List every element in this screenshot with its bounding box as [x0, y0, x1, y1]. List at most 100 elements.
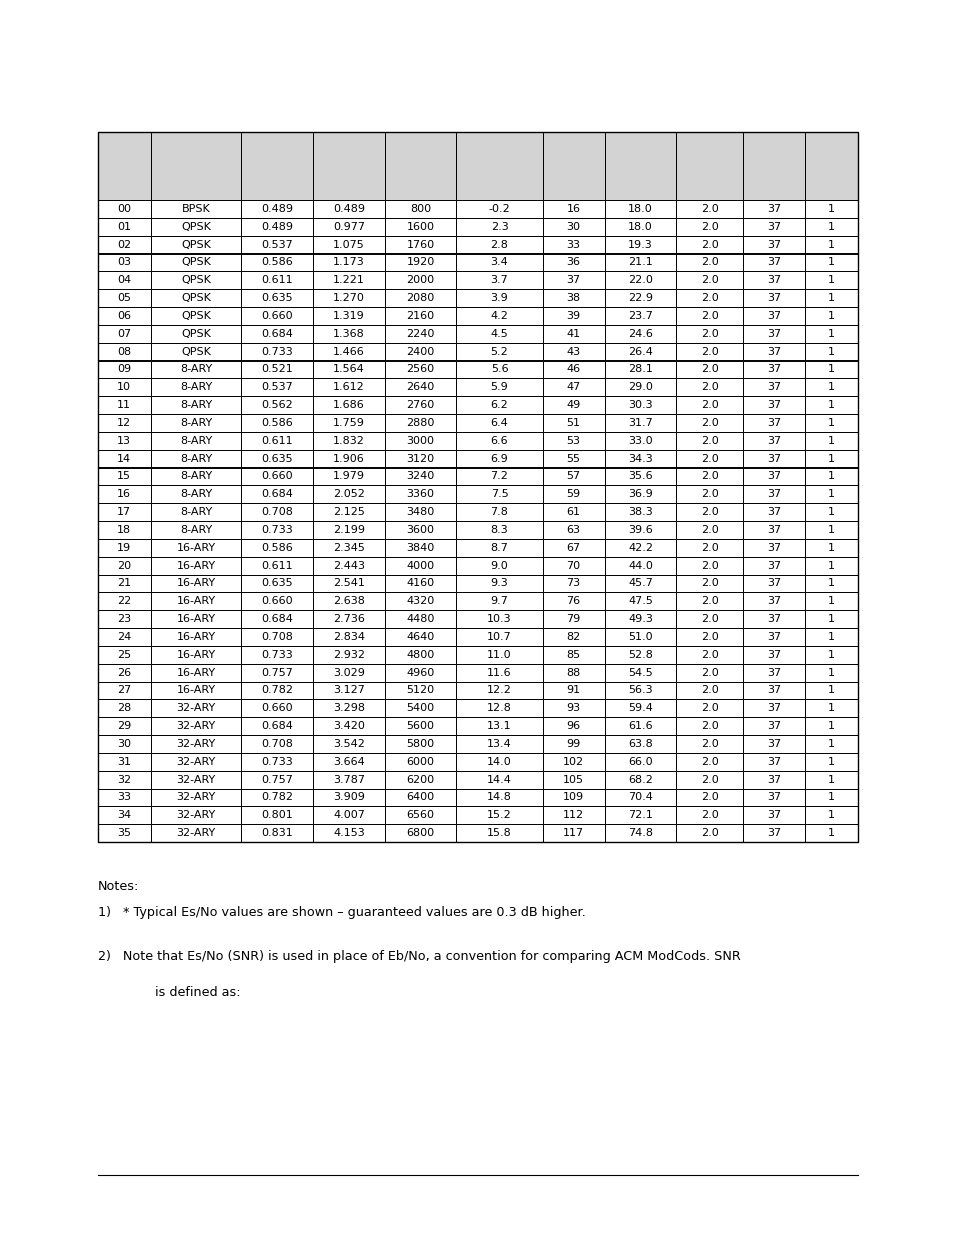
Bar: [456, 629, 542, 646]
Text: 22.0: 22.0: [627, 275, 652, 285]
Text: 1: 1: [827, 561, 834, 571]
Bar: [542, 132, 604, 200]
Text: 4640: 4640: [406, 632, 435, 642]
Bar: [456, 806, 542, 824]
Text: 3240: 3240: [406, 472, 435, 482]
Bar: [604, 378, 676, 396]
Bar: [384, 450, 456, 468]
Bar: [98, 253, 151, 272]
Bar: [241, 788, 313, 806]
Bar: [542, 361, 604, 378]
Bar: [313, 503, 384, 521]
Text: 70: 70: [566, 561, 580, 571]
Bar: [542, 342, 604, 361]
Text: 1.173: 1.173: [333, 257, 364, 268]
Bar: [98, 432, 151, 450]
Bar: [542, 521, 604, 538]
Bar: [241, 272, 313, 289]
Bar: [676, 396, 742, 414]
Bar: [804, 236, 857, 253]
Bar: [241, 342, 313, 361]
Bar: [804, 629, 857, 646]
Bar: [241, 396, 313, 414]
Bar: [151, 414, 241, 432]
Bar: [456, 663, 542, 682]
Bar: [742, 718, 804, 735]
Text: 8-ARY: 8-ARY: [180, 364, 212, 374]
Bar: [804, 132, 857, 200]
Bar: [241, 593, 313, 610]
Text: 32-ARY: 32-ARY: [176, 703, 215, 714]
Bar: [241, 663, 313, 682]
Bar: [241, 200, 313, 217]
Text: QPSK: QPSK: [181, 293, 211, 303]
Bar: [456, 646, 542, 663]
Bar: [542, 629, 604, 646]
Bar: [456, 485, 542, 503]
Text: 6.4: 6.4: [490, 417, 508, 427]
Bar: [98, 132, 857, 842]
Bar: [384, 342, 456, 361]
Bar: [98, 378, 151, 396]
Text: 11.6: 11.6: [487, 668, 512, 678]
Text: 0.733: 0.733: [261, 347, 293, 357]
Text: 2.0: 2.0: [700, 329, 718, 338]
Text: 10.3: 10.3: [487, 614, 512, 624]
Text: 0.635: 0.635: [261, 453, 293, 463]
Text: 8-ARY: 8-ARY: [180, 525, 212, 535]
Bar: [542, 325, 604, 342]
Bar: [151, 236, 241, 253]
Text: 3.7: 3.7: [490, 275, 508, 285]
Bar: [456, 325, 542, 342]
Text: 51: 51: [566, 417, 580, 427]
Bar: [542, 432, 604, 450]
Bar: [313, 699, 384, 718]
Bar: [384, 771, 456, 788]
Text: 30: 30: [566, 222, 580, 232]
Bar: [384, 485, 456, 503]
Text: 46: 46: [566, 364, 580, 374]
Bar: [151, 610, 241, 629]
Text: 2080: 2080: [406, 293, 435, 303]
Bar: [151, 200, 241, 217]
Bar: [804, 325, 857, 342]
Bar: [313, 771, 384, 788]
Bar: [384, 629, 456, 646]
Text: 37: 37: [766, 329, 781, 338]
Bar: [804, 503, 857, 521]
Bar: [604, 272, 676, 289]
Text: 6000: 6000: [406, 757, 435, 767]
Bar: [804, 521, 857, 538]
Bar: [604, 308, 676, 325]
Bar: [151, 308, 241, 325]
Bar: [676, 289, 742, 308]
Text: 2.0: 2.0: [700, 383, 718, 393]
Bar: [151, 272, 241, 289]
Bar: [804, 788, 857, 806]
Bar: [742, 308, 804, 325]
Text: 0.733: 0.733: [261, 757, 293, 767]
Bar: [384, 132, 456, 200]
Text: 16-ARY: 16-ARY: [176, 614, 215, 624]
Bar: [676, 325, 742, 342]
Text: Notes:: Notes:: [98, 881, 139, 893]
Text: 39.6: 39.6: [627, 525, 652, 535]
Bar: [676, 450, 742, 468]
Text: 01: 01: [117, 222, 132, 232]
Text: 32-ARY: 32-ARY: [176, 757, 215, 767]
Text: 32: 32: [117, 774, 132, 784]
Text: 10: 10: [117, 383, 132, 393]
Text: 8-ARY: 8-ARY: [180, 453, 212, 463]
Text: 0.708: 0.708: [261, 632, 293, 642]
Text: 56.3: 56.3: [627, 685, 652, 695]
Text: 7.5: 7.5: [490, 489, 508, 499]
Bar: [98, 538, 151, 557]
Text: 1: 1: [827, 597, 834, 606]
Bar: [604, 771, 676, 788]
Bar: [804, 735, 857, 753]
Bar: [542, 308, 604, 325]
Bar: [604, 414, 676, 432]
Bar: [742, 132, 804, 200]
Text: 1: 1: [827, 668, 834, 678]
Bar: [676, 253, 742, 272]
